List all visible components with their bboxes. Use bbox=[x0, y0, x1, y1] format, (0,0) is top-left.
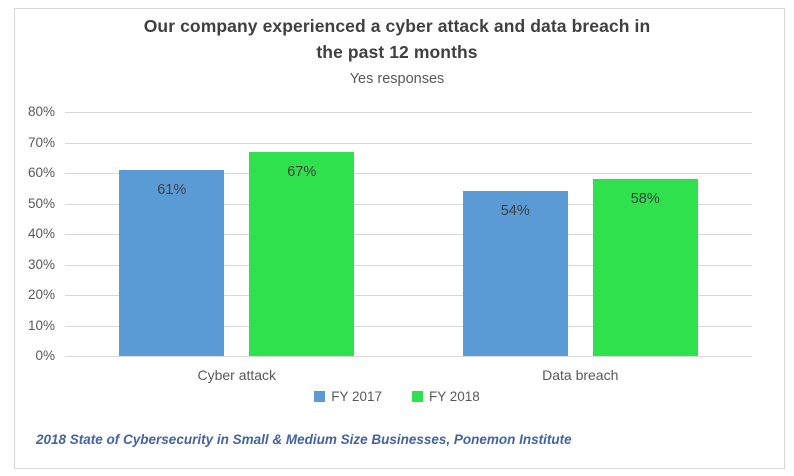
category-label: Cyber attack bbox=[197, 367, 277, 383]
y-axis-tick-label: 30% bbox=[27, 256, 55, 272]
y-axis-tick-label: 20% bbox=[27, 287, 55, 302]
y-axis-tick-label: 70% bbox=[27, 134, 55, 150]
y-gridline bbox=[65, 203, 752, 205]
legend-item-fy-2017: FY 2017 bbox=[314, 389, 382, 404]
legend: FY 2017 FY 2018 bbox=[0, 389, 794, 404]
bar-data-label: 67% bbox=[287, 163, 317, 180]
y-axis-tick-label: 40% bbox=[27, 226, 55, 241]
y-gridline bbox=[65, 234, 752, 235]
legend-swatch-icon bbox=[412, 391, 423, 402]
y-gridline bbox=[65, 325, 752, 327]
bar-data-label: 61% bbox=[157, 181, 187, 198]
legend-label: FY 2017 bbox=[331, 389, 382, 404]
chart-title-line2: the past 12 months bbox=[316, 42, 478, 62]
bar-fy-2017: 61% bbox=[119, 169, 225, 356]
category-label: Data breach bbox=[542, 367, 619, 383]
chart-subtitle: Yes responses bbox=[349, 71, 445, 87]
y-gridline bbox=[65, 356, 752, 357]
bar-data-label: 54% bbox=[500, 203, 530, 220]
bar-fy-2018: 58% bbox=[592, 179, 698, 356]
y-gridline bbox=[65, 142, 752, 144]
legend-label: FY 2018 bbox=[429, 389, 480, 404]
y-gridline bbox=[65, 112, 752, 113]
y-axis-tick-label: 10% bbox=[27, 317, 55, 333]
y-axis-tick-label: 60% bbox=[27, 165, 55, 180]
y-gridline bbox=[65, 173, 752, 174]
y-axis-tick-label: 0% bbox=[35, 348, 55, 363]
y-gridline bbox=[65, 264, 752, 266]
y-gridline bbox=[65, 295, 752, 296]
chart-title-line1: Our company experienced a cyber attack a… bbox=[143, 16, 651, 36]
bar-fy-2018: 67% bbox=[249, 151, 355, 356]
legend-swatch-icon bbox=[314, 391, 326, 402]
source-citation: 2018 State of Cybersecurity in Small & M… bbox=[36, 432, 572, 447]
bar-data-label: 58% bbox=[630, 191, 660, 208]
bar-fy-2017: 54% bbox=[462, 191, 568, 356]
legend-item-fy-2018: FY 2018 bbox=[412, 389, 480, 404]
y-axis-tick-label: 50% bbox=[27, 195, 55, 211]
y-axis-tick-label: 80% bbox=[27, 104, 55, 119]
